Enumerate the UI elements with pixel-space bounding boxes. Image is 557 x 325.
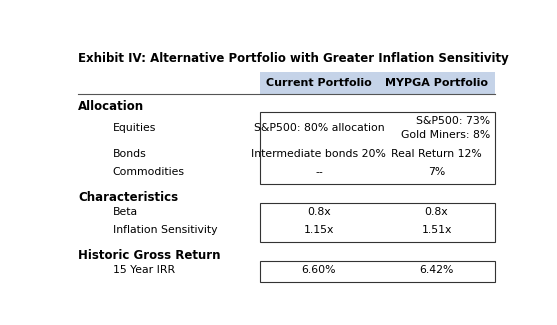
Text: S&P500: 73%: S&P500: 73% [417, 116, 491, 126]
Text: Characteristics: Characteristics [78, 191, 178, 204]
Text: Exhibit IV: Alternative Portfolio with Greater Inflation Sensitivity: Exhibit IV: Alternative Portfolio with G… [78, 52, 509, 65]
Text: Equities: Equities [113, 124, 156, 133]
Text: Intermediate bonds 20%: Intermediate bonds 20% [251, 149, 387, 159]
Text: 1.15x: 1.15x [304, 225, 334, 235]
Bar [260, 112, 495, 184]
Text: Bonds: Bonds [113, 149, 146, 159]
Text: Historic Gross Return: Historic Gross Return [78, 250, 221, 263]
Text: 15 Year IRR: 15 Year IRR [113, 265, 175, 275]
Bar [260, 72, 495, 94]
Text: 1.51x: 1.51x [421, 225, 452, 235]
Text: MYPGA Portfolio: MYPGA Portfolio [385, 78, 488, 88]
Text: 6.60%: 6.60% [302, 265, 336, 275]
Text: S&P500: 80% allocation: S&P500: 80% allocation [253, 124, 384, 133]
Text: --: -- [315, 167, 323, 177]
Text: Beta: Beta [113, 207, 138, 217]
Bar [260, 261, 495, 282]
Bar [260, 203, 495, 242]
Text: Gold Miners: 8%: Gold Miners: 8% [401, 131, 491, 140]
Text: Allocation: Allocation [78, 100, 144, 113]
Text: 6.42%: 6.42% [419, 265, 454, 275]
Text: Inflation Sensitivity: Inflation Sensitivity [113, 225, 217, 235]
Text: Current Portfolio: Current Portfolio [266, 78, 372, 88]
Text: Real Return 12%: Real Return 12% [391, 149, 482, 159]
Text: 0.8x: 0.8x [307, 207, 331, 217]
Text: 0.8x: 0.8x [425, 207, 448, 217]
Text: 7%: 7% [428, 167, 445, 177]
Text: Commodities: Commodities [113, 167, 185, 177]
